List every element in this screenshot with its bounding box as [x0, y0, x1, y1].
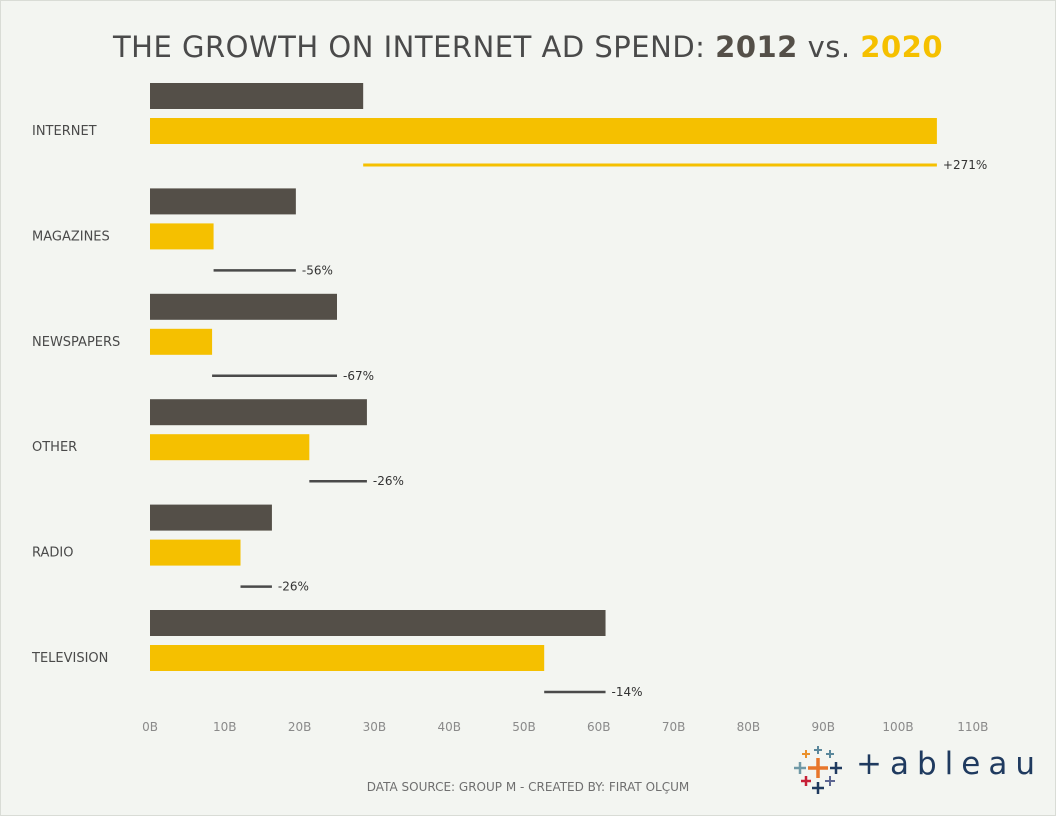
x-tick-label: 100B — [882, 720, 913, 734]
change-label-magazines: -56% — [302, 263, 333, 277]
x-tick-label: 60B — [587, 720, 611, 734]
x-tick-label: 20B — [288, 720, 312, 734]
title-vs: vs. — [807, 30, 851, 64]
category-label-newspapers: NEWSPAPERS — [32, 335, 120, 350]
change-label-internet: +271% — [943, 158, 987, 172]
category-label-internet: INTERNET — [32, 124, 97, 139]
category-label-television: TELEVISION — [31, 651, 108, 666]
category-label-magazines: MAGAZINES — [32, 229, 110, 244]
category-label-radio: RADIO — [32, 546, 73, 561]
x-tick-label: 0B — [142, 720, 158, 734]
bar-2012-radio — [150, 504, 272, 531]
bar-2012-newspapers — [150, 293, 337, 320]
x-tick-label: 50B — [512, 720, 536, 734]
x-tick-label: 10B — [213, 720, 237, 734]
tableau-wordmark: +ableau — [856, 746, 1043, 782]
bar-2020-magazines — [150, 223, 214, 250]
change-label-radio: -26% — [278, 580, 309, 594]
x-tick-label: 90B — [811, 720, 835, 734]
title-prefix: THE GROWTH ON INTERNET AD SPEND: — [112, 30, 706, 64]
change-label-other: -26% — [373, 474, 404, 488]
bar-2012-other — [150, 399, 367, 426]
chart-title: THE GROWTH ON INTERNET AD SPEND: 2012 vs… — [0, 30, 1056, 64]
title-year-2020: 2020 — [860, 30, 944, 64]
x-tick-label: 110B — [957, 720, 988, 734]
change-label-newspapers: -67% — [343, 369, 374, 383]
bar-2020-internet — [150, 118, 937, 144]
tableau-logo-icon — [794, 746, 842, 794]
category-label-other: OTHER — [32, 440, 77, 455]
bar-2020-newspapers — [150, 328, 213, 355]
bar-2012-television — [150, 610, 606, 636]
data-source-note: DATA SOURCE: GROUP M - CREATED BY: FIRAT… — [366, 780, 690, 794]
x-tick-label: 80B — [737, 720, 761, 734]
bar-chart: INTERNET +271% MAGAZINES -56% NEWSPAPERS -67%… — [31, 83, 988, 734]
bar-2012-magazines — [150, 188, 296, 215]
x-tick-label: 30B — [363, 720, 387, 734]
x-tick-label: 40B — [437, 720, 461, 734]
bar-2012-internet — [150, 83, 364, 109]
bar-2020-television — [150, 645, 545, 671]
change-label-television: -14% — [612, 685, 643, 699]
title-year-2012: 2012 — [715, 30, 798, 64]
bar-2020-other — [150, 434, 310, 461]
x-tick-label: 70B — [662, 720, 686, 734]
bar-2020-radio — [150, 539, 241, 566]
